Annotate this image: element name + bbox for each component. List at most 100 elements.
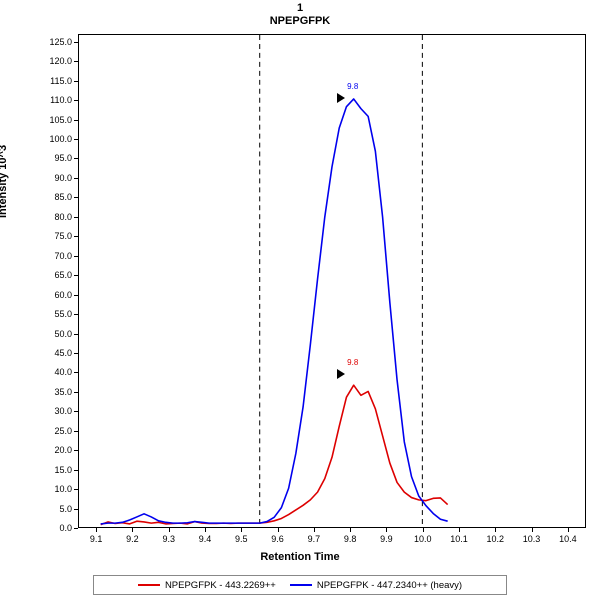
peak-apex-arrow-icon (337, 369, 346, 380)
y-tick-label: 115.0 (50, 75, 72, 86)
y-tick-mark (74, 119, 78, 121)
y-tick-mark (74, 508, 78, 510)
legend-label-heavy: NPEPGFPK - 447.2340++ (heavy) (316, 579, 463, 591)
y-tick-label: 45.0 (54, 347, 72, 358)
y-tick-mark (74, 528, 78, 529)
y-tick-mark (74, 139, 78, 141)
y-tick-label: 105.0 (49, 114, 72, 125)
y-tick-label: 25.0 (54, 425, 72, 436)
y-tick-mark (74, 372, 78, 374)
y-tick-mark (74, 294, 78, 296)
series-line-heavy[interactable] (100, 98, 448, 525)
y-tick-label: 55.0 (54, 309, 72, 320)
y-tick-label: 15.0 (54, 464, 72, 475)
chart-title-block: 1 NPEPGFPK (0, 2, 600, 28)
y-tick-label: 90.0 (54, 172, 72, 183)
y-tick-label: 125.0 (49, 36, 72, 47)
x-tick-mark (313, 528, 315, 532)
y-tick-mark (74, 314, 78, 316)
x-tick-mark (277, 528, 279, 532)
x-tick-mark (205, 528, 206, 532)
x-tick-label: 9.5 (235, 534, 248, 544)
y-tick-mark (74, 216, 78, 218)
y-tick-label: 70.0 (54, 250, 72, 261)
x-tick-label: 10.0 (413, 534, 432, 544)
x-tick-mark (241, 528, 243, 532)
y-tick-mark (74, 255, 78, 257)
y-tick-label: 20.0 (54, 445, 72, 456)
x-tick-mark (350, 528, 352, 532)
x-tick-mark (567, 528, 569, 532)
y-tick-mark (74, 177, 78, 179)
x-tick-label: 9.8 (343, 534, 357, 544)
series-canvas (100, 35, 449, 527)
y-tick-label: 50.0 (54, 328, 72, 339)
x-tick-mark (96, 528, 98, 532)
chart-legend: NPEPGFPK - 443.2269++ NPEPGFPK - 447.234… (93, 575, 507, 595)
x-tick-label: 9.2 (126, 534, 139, 544)
peak-apex-arrow-icon (337, 93, 346, 104)
legend-item-heavy[interactable]: NPEPGFPK - 447.2340++ (heavy) (289, 579, 463, 591)
y-tick-label: 0.0 (59, 523, 72, 533)
y-tick-mark (74, 489, 78, 491)
y-tick-label: 65.0 (54, 270, 72, 281)
y-tick-label: 100.0 (49, 134, 72, 145)
plot-area[interactable] (78, 34, 586, 528)
y-axis-label: Intensity 10^3 (0, 144, 9, 218)
x-tick-mark (132, 528, 134, 532)
x-tick-label: 9.7 (307, 534, 321, 544)
y-tick-mark (74, 236, 78, 238)
y-tick-label: 85.0 (54, 192, 72, 203)
y-tick-mark (74, 430, 78, 432)
x-tick-mark (386, 528, 388, 532)
y-tick-mark (74, 275, 78, 277)
x-tick-mark (531, 528, 533, 532)
chart-index: 1 (296, 2, 304, 14)
legend-swatch-heavy (289, 584, 312, 586)
y-tick-mark (74, 411, 78, 413)
y-tick-mark (74, 352, 78, 354)
y-tick-label: 95.0 (54, 153, 72, 164)
x-tick-label: 9.6 (271, 534, 284, 544)
y-tick-label: 10.0 (54, 484, 72, 495)
y-tick-mark (74, 41, 78, 43)
x-tick-label: 10.3 (522, 534, 541, 544)
x-tick-label: 10.4 (559, 534, 577, 544)
series-line-light[interactable] (100, 384, 449, 526)
x-tick-label: 9.9 (380, 534, 393, 544)
legend-item-light[interactable]: NPEPGFPK - 443.2269++ (137, 579, 276, 591)
x-tick-mark (422, 528, 424, 532)
y-tick-label: 40.0 (54, 367, 72, 378)
y-tick-label: 80.0 (54, 211, 72, 222)
legend-label-light: NPEPGFPK - 443.2269++ (164, 579, 276, 591)
y-tick-mark (74, 469, 78, 471)
y-tick-mark (74, 391, 78, 393)
x-axis-label: Retention Time (260, 551, 340, 563)
y-tick-label: 110.0 (50, 95, 72, 106)
y-tick-mark (74, 61, 78, 63)
y-tick-label: 75.0 (54, 231, 72, 242)
x-tick-mark (495, 528, 497, 532)
x-tick-mark (459, 528, 460, 532)
y-tick-label: 35.0 (54, 386, 72, 397)
y-tick-label: 30.0 (54, 406, 72, 417)
y-tick-mark (74, 450, 78, 452)
chart-peptide-title: NPEPGFPK (269, 15, 331, 27)
x-tick-label: 10.1 (450, 534, 468, 544)
y-tick-mark (74, 197, 78, 199)
y-tick-mark (74, 158, 78, 160)
y-tick-mark (74, 100, 78, 102)
legend-swatch-light (137, 584, 160, 586)
x-tick-label: 9.4 (198, 534, 212, 544)
x-tick-label: 9.1 (89, 534, 103, 544)
peak-apex-label: 9.8 (347, 358, 359, 368)
y-tick-mark (74, 333, 78, 335)
x-tick-label: 10.2 (486, 534, 505, 544)
y-tick-label: 5.0 (59, 503, 72, 514)
peak-apex-label: 9.8 (347, 82, 359, 92)
y-tick-label: 120.0 (49, 56, 72, 67)
x-tick-mark (168, 528, 170, 532)
x-tick-label: 9.3 (162, 534, 175, 544)
y-tick-label: 60.0 (54, 289, 72, 300)
